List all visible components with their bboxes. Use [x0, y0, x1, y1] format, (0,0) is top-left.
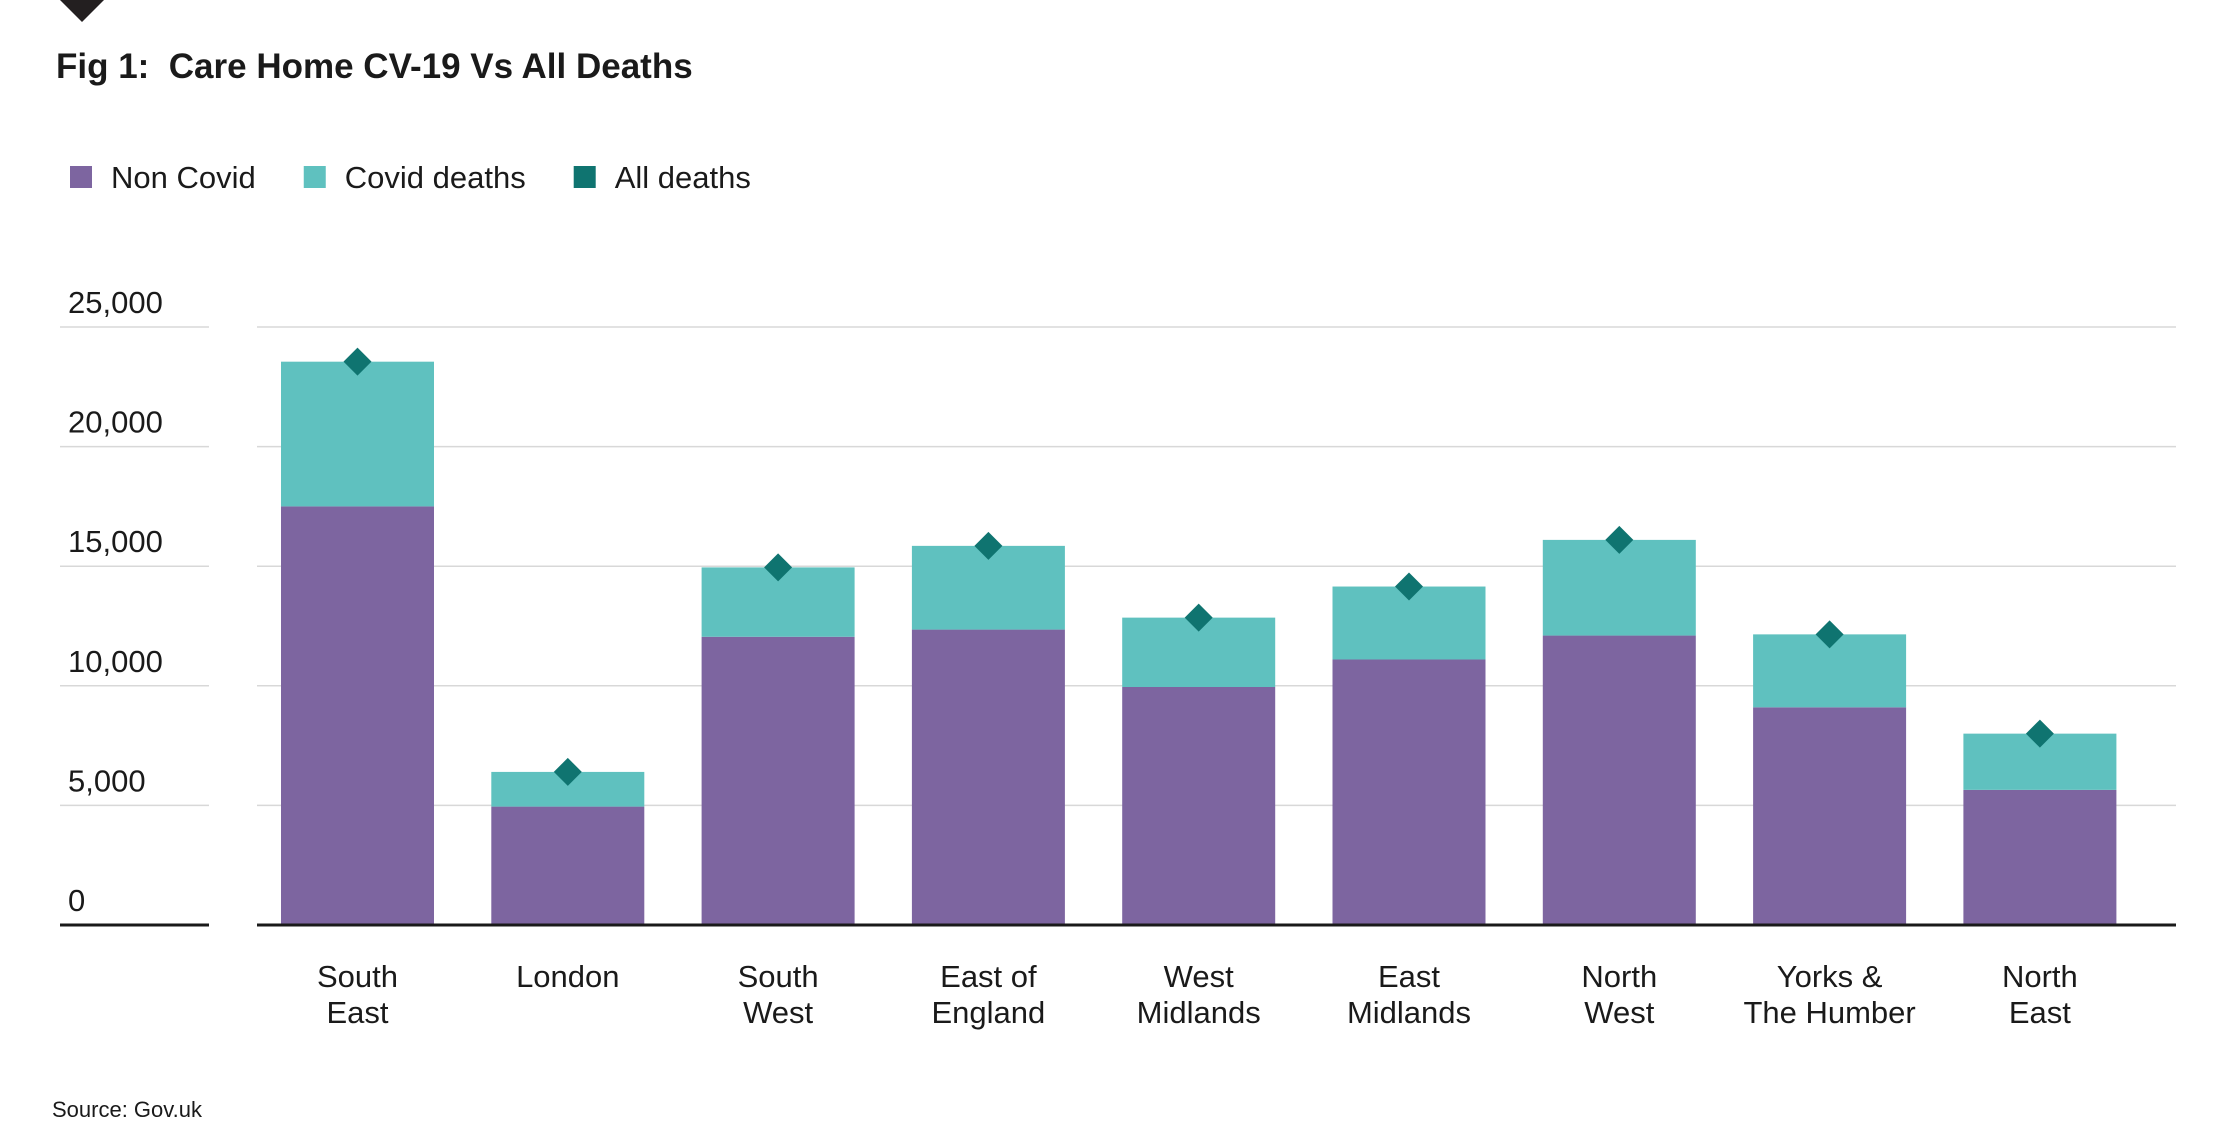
- category-label: South: [317, 959, 398, 994]
- bar-non-covid: [1332, 659, 1486, 925]
- legend-label-0: Non Covid: [111, 160, 256, 195]
- bar-non-covid: [491, 806, 645, 925]
- legend-label-1: Covid deaths: [345, 160, 526, 195]
- category-label: London: [516, 959, 619, 994]
- category-label: Midlands: [1137, 995, 1261, 1030]
- category-label: The Humber: [1743, 995, 1915, 1030]
- bar-non-covid: [1963, 789, 2117, 925]
- category-label: East: [1378, 959, 1440, 994]
- y-tick-label: 15,000: [68, 524, 163, 559]
- category-label: England: [932, 995, 1046, 1030]
- legend: Non Covid Covid deaths All deaths: [70, 160, 751, 195]
- bar-non-covid: [1542, 635, 1696, 925]
- bar-non-covid: [1122, 686, 1276, 925]
- category-label: West: [1584, 995, 1654, 1030]
- bar-covid-deaths: [1542, 539, 1696, 636]
- legend-swatch-0: [70, 166, 92, 188]
- all-deaths-marker: [553, 757, 582, 786]
- all-deaths-marker: [764, 553, 793, 582]
- category-label: East: [326, 995, 388, 1030]
- all-deaths-marker: [1395, 572, 1423, 601]
- category-label: East of: [940, 959, 1037, 994]
- bar-non-covid: [911, 629, 1065, 925]
- category-label: West: [743, 995, 813, 1030]
- all-deaths-marker: [1815, 620, 1844, 649]
- bar-covid-deaths: [281, 361, 434, 507]
- category-label: Midlands: [1347, 995, 1471, 1030]
- legend-swatch-1: [303, 166, 326, 188]
- y-tick-label: 20,000: [68, 405, 163, 440]
- category-label: North: [1581, 959, 1657, 994]
- all-deaths-marker: [343, 347, 372, 376]
- all-deaths-marker: [2025, 719, 2054, 748]
- all-deaths-marker: [1605, 525, 1634, 554]
- bar-non-covid: [701, 636, 855, 925]
- header-marker-icon: [60, 0, 104, 22]
- category-label: North: [2002, 959, 2078, 994]
- bar-non-covid: [281, 506, 434, 925]
- chart-title: Fig 1: Care Home CV-19 Vs All Deaths: [56, 47, 693, 86]
- bar-non-covid: [1753, 707, 1907, 925]
- all-deaths-marker: [974, 531, 1003, 560]
- legend-label-2: All deaths: [615, 160, 751, 195]
- all-deaths-marker: [1184, 603, 1213, 632]
- y-tick-label: 10,000: [68, 644, 163, 679]
- y-tick-label: 25,000: [68, 285, 163, 320]
- category-label: South: [738, 959, 819, 994]
- source-note: Source: Gov.uk: [52, 1097, 203, 1122]
- category-label: West: [1164, 959, 1234, 994]
- y-tick-label: 0: [68, 883, 85, 918]
- category-label: East: [2009, 995, 2071, 1030]
- y-tick-label: 5,000: [68, 763, 146, 798]
- category-label: Yorks &: [1777, 959, 1883, 994]
- legend-swatch-2: [573, 166, 596, 188]
- bars: [257, 347, 2176, 927]
